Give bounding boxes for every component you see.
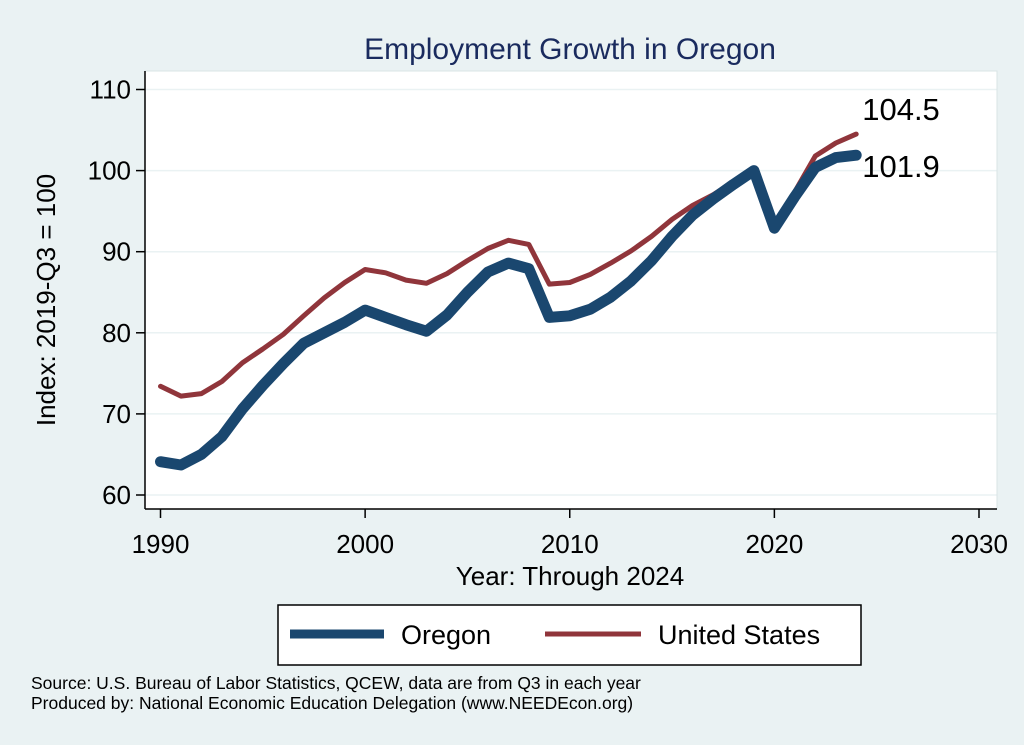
legend-label-united-states: United States [658, 620, 820, 650]
y-tick-label-100: 100 [88, 156, 131, 186]
producer-note: Produced by: National Economic Education… [31, 693, 633, 713]
y-axis-label: Index: 2019-Q3 = 100 [31, 174, 61, 426]
x-axis-label: Year: Through 2024 [456, 561, 684, 591]
y-tick-label-80: 80 [102, 318, 131, 348]
y-tick-label-70: 70 [102, 399, 131, 429]
legend: Oregon United States [277, 604, 862, 666]
end-label-united-states: 104.5 [862, 92, 940, 127]
y-tick-label-60: 60 [102, 480, 131, 510]
y-tick-label-90: 90 [102, 237, 131, 267]
data-labels: 104.5 101.9 [862, 92, 940, 184]
y-tick-label-110: 110 [90, 75, 131, 105]
plot-area [145, 71, 997, 509]
x-tick-label-1990: 1990 [132, 529, 190, 559]
x-tick-label-2030: 2030 [950, 529, 1008, 559]
source-note: Source: U.S. Bureau of Labor Statistics,… [31, 673, 641, 693]
x-tick-label-2010: 2010 [541, 529, 599, 559]
series-lines [155, 131, 862, 471]
legend-label-oregon: Oregon [401, 620, 491, 650]
series-line-oregon [155, 149, 862, 471]
axes: 60 70 80 90 100 110 1990 2000 2010 2020 2030 [88, 70, 1008, 559]
chart-title: Employment Growth in Oregon [364, 33, 776, 66]
x-tick-label-2000: 2000 [336, 529, 394, 559]
x-tick-label-2020: 2020 [745, 529, 803, 559]
end-label-oregon: 101.9 [862, 149, 940, 184]
